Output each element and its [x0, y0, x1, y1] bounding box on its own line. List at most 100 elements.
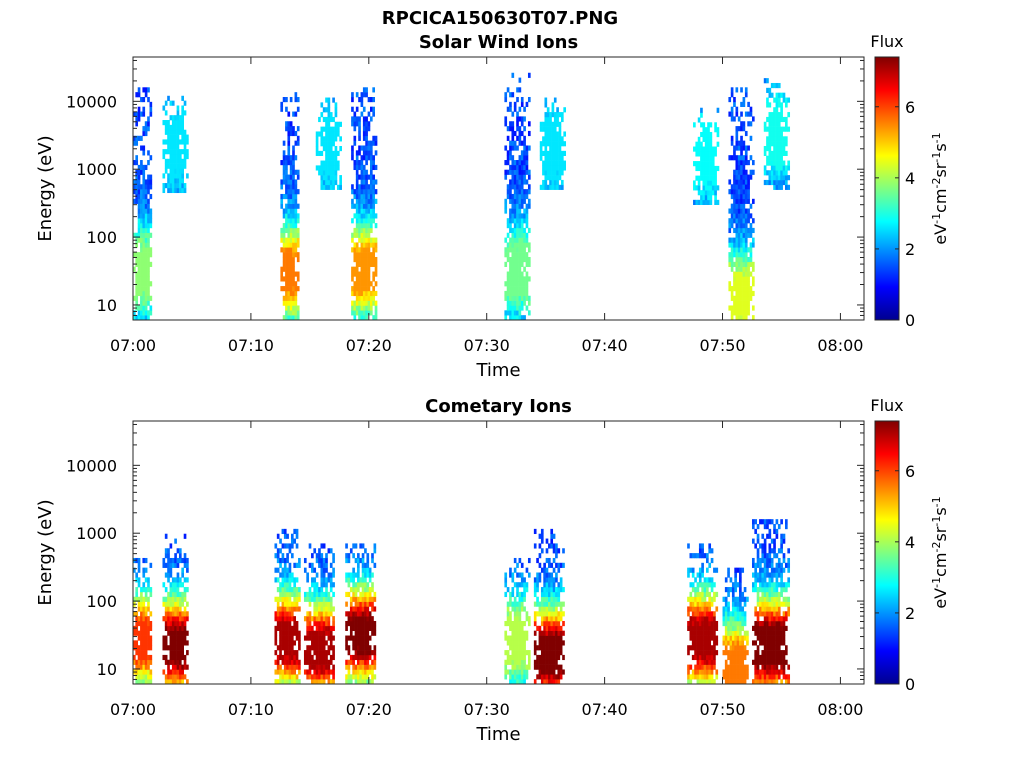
heatmap-cell: [285, 290, 288, 297]
heatmap-cell: [785, 170, 788, 176]
heatmap-cell: [516, 198, 519, 204]
heatmap-cell: [311, 577, 314, 583]
heatmap-cell: [513, 232, 517, 238]
heatmap-cell: [286, 582, 289, 588]
heatmap-cell: [374, 237, 378, 243]
heatmap-cell: [540, 674, 544, 680]
heatmap-cell: [360, 92, 364, 98]
heatmap-cell: [525, 213, 529, 219]
heatmap-cell: [714, 151, 717, 157]
heatmap-cell: [361, 567, 365, 573]
heatmap-cell: [178, 669, 182, 675]
heatmap-cell: [371, 659, 374, 665]
heatmap-cell: [294, 223, 298, 229]
heatmap-cell: [713, 591, 716, 598]
heatmap-cell: [171, 134, 175, 140]
heatmap-cell: [520, 630, 524, 636]
heatmap-cell: [289, 237, 293, 243]
heatmap-cell: [550, 625, 554, 631]
heatmap-cell: [735, 193, 739, 200]
heatmap-cell: [518, 310, 522, 316]
heatmap-cell: [504, 659, 508, 665]
heatmap-cell: [293, 620, 297, 627]
heatmap-cell: [737, 310, 741, 316]
heatmap-cell: [315, 640, 319, 646]
heatmap-cell: [325, 616, 328, 622]
heatmap-cell: [364, 582, 367, 588]
heatmap-cell: [144, 227, 148, 234]
heatmap-cell: [516, 276, 519, 282]
heatmap-cell: [365, 290, 368, 297]
heatmap-cell: [787, 126, 791, 132]
heatmap-cell: [735, 276, 739, 282]
heatmap-cell: [513, 101, 517, 107]
heatmap-cell: [357, 572, 360, 578]
heatmap-cell: [696, 601, 700, 607]
heatmap-cell: [737, 281, 741, 287]
heatmap-cell: [780, 664, 783, 670]
heatmap-cell: [334, 121, 338, 127]
heatmap-cell: [174, 120, 177, 126]
heatmap-cell: [288, 640, 292, 646]
heatmap-cell: [140, 223, 143, 229]
heatmap-cell: [140, 189, 143, 195]
heatmap-cell: [730, 242, 734, 248]
heatmap-cell: [709, 156, 713, 162]
heatmap-cell: [149, 281, 153, 287]
heatmap-cell: [694, 611, 697, 617]
heatmap-cell: [540, 669, 544, 675]
heatmap-cell: [702, 175, 706, 181]
heatmap-cell: [313, 611, 317, 617]
heatmap-cell: [325, 175, 328, 181]
heatmap-cell: [144, 276, 148, 282]
heatmap-cell: [701, 625, 704, 631]
heatmap-cell: [777, 650, 781, 656]
heatmap-cell: [711, 165, 715, 172]
heatmap-cell: [373, 659, 377, 665]
heatmap-cell: [715, 650, 719, 656]
heatmap-cell: [283, 557, 287, 564]
heatmap-cell: [274, 650, 278, 656]
heatmap-cell: [359, 611, 363, 617]
heatmap-cell: [735, 227, 739, 234]
heatmap-cell: [555, 562, 558, 568]
heatmap-cell: [315, 645, 319, 651]
heatmap-cell: [164, 163, 168, 169]
heatmap-cell: [511, 310, 515, 316]
heatmap-cell: [332, 645, 335, 651]
heatmap-cell: [736, 635, 740, 641]
heatmap-cell: [186, 664, 189, 670]
heatmap-cell: [724, 640, 728, 646]
heatmap-cell: [137, 232, 141, 238]
heatmap-cell: [162, 601, 166, 607]
heatmap-cell: [773, 567, 776, 573]
heatmap-cell: [704, 165, 708, 172]
heatmap-cell: [560, 170, 564, 176]
heatmap-cell: [770, 630, 774, 636]
heatmap-cell: [525, 218, 529, 224]
heatmap-cell: [552, 669, 556, 675]
heatmap-cell: [739, 625, 742, 631]
heatmap-cell: [552, 582, 556, 588]
heatmap-cell: [733, 247, 736, 253]
heatmap-cell: [546, 126, 550, 132]
heatmap-cell: [552, 601, 556, 607]
heatmap-cell: [290, 616, 294, 622]
heatmap-cell: [144, 237, 148, 243]
heatmap-cell: [174, 158, 177, 164]
heatmap-cell: [736, 650, 740, 656]
heatmap-cell: [365, 242, 368, 248]
heatmap-cell: [306, 630, 309, 636]
heatmap-cell: [538, 645, 542, 651]
heatmap-cell: [540, 538, 544, 544]
heatmap-cell: [775, 92, 779, 98]
heatmap-cell: [147, 596, 150, 602]
heatmap-cell: [550, 601, 554, 607]
heatmap-cell: [369, 237, 373, 243]
heatmap-cell: [135, 315, 139, 321]
heatmap-cell: [137, 276, 141, 282]
heatmap-cell: [144, 247, 148, 253]
heatmap-cell: [770, 179, 774, 186]
heatmap-cell: [359, 591, 363, 598]
heatmap-cell: [727, 616, 730, 622]
